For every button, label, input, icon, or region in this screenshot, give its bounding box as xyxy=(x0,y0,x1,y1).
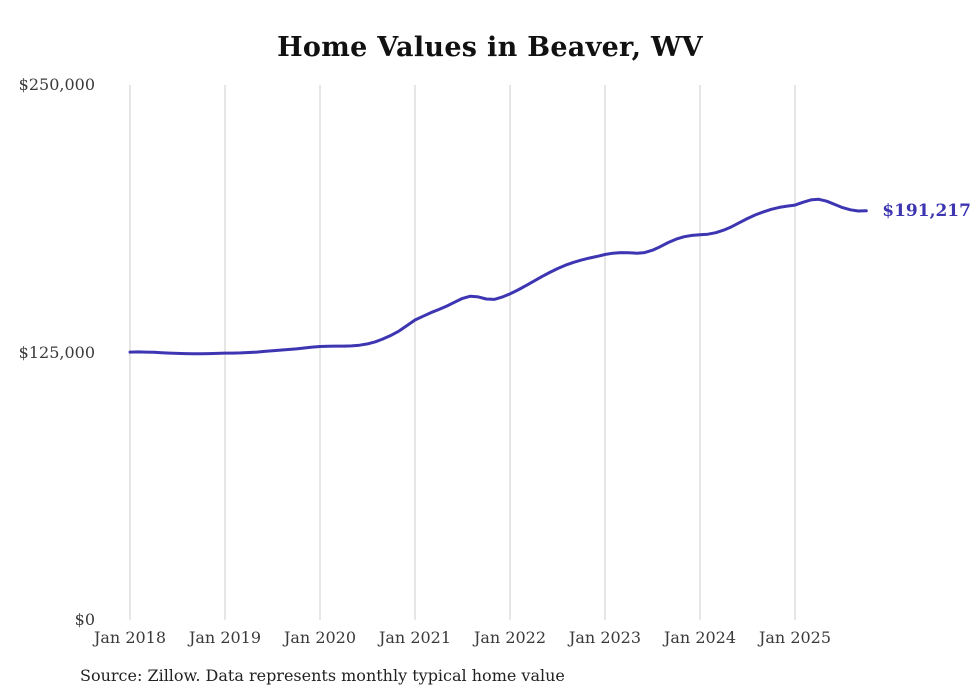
source-note: Source: Zillow. Data represents monthly … xyxy=(80,666,565,685)
x-axis-tick-jan-2018: Jan 2018 xyxy=(93,628,167,647)
x-axis-tick-jan-2021: Jan 2021 xyxy=(378,628,452,647)
end-value-label: $191,217 xyxy=(882,200,971,221)
x-axis-tick-jan-2020: Jan 2020 xyxy=(283,628,357,647)
home-value-series-line xyxy=(128,197,868,356)
y-axis-tick-125000: $125,000 xyxy=(18,342,95,362)
x-axis-tick-jan-2025: Jan 2025 xyxy=(758,628,832,647)
x-axis-tick-jan-2023: Jan 2023 xyxy=(568,628,642,647)
y-axis-tick-0: $0 xyxy=(74,610,95,629)
x-axis-tick-jan-2019: Jan 2019 xyxy=(188,628,262,647)
y-axis-tick-250000: $250,000 xyxy=(18,75,95,94)
chart-title: Home Values in Beaver, WV xyxy=(277,32,703,63)
x-axis-tick-jan-2024: Jan 2024 xyxy=(663,628,737,647)
x-axis-tick-jan-2022: Jan 2022 xyxy=(473,628,547,647)
